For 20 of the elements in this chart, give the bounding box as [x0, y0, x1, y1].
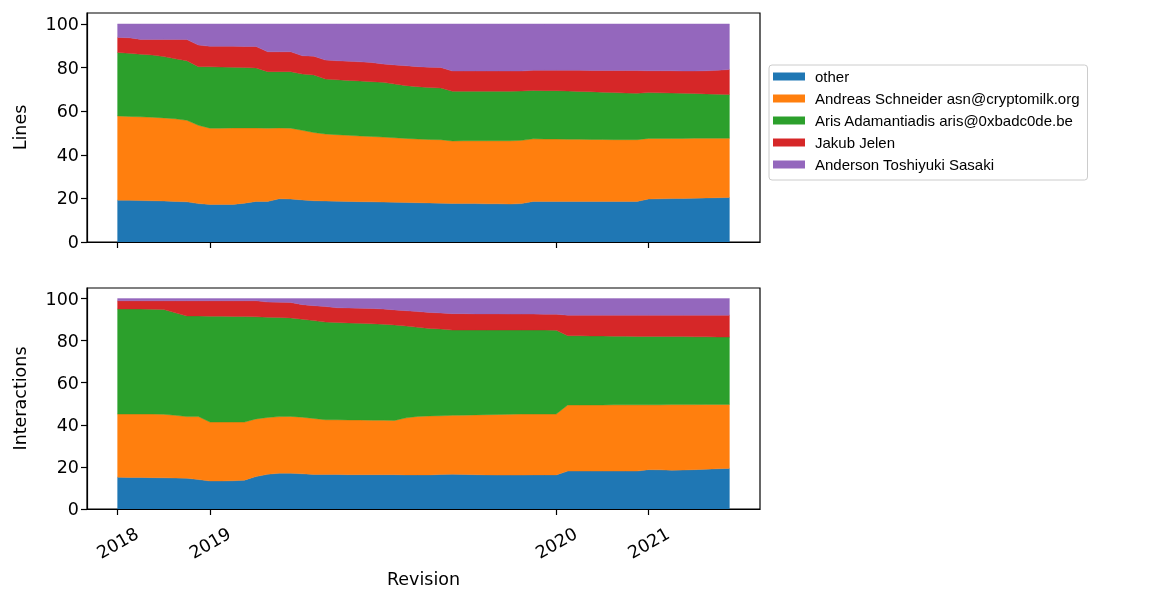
y-axis-title: Interactions: [10, 346, 30, 451]
y-tick-label: 0: [67, 232, 79, 252]
y-tick-label: 40: [56, 414, 79, 435]
y-tick-label: 20: [56, 456, 79, 477]
y-tick-label: 60: [56, 101, 79, 122]
y-tick-label: 40: [56, 144, 79, 165]
y-tick-label: 100: [45, 13, 79, 34]
legend-label: Jakub Jelen: [815, 134, 896, 151]
y-tick-label: 100: [45, 288, 79, 309]
y-tick-label: 80: [56, 330, 79, 351]
y-tick-label: 20: [56, 188, 79, 209]
y-tick-label: 60: [56, 372, 79, 393]
legend-label: Andreas Schneider asn@cryptomilk.org: [815, 90, 1080, 107]
x-axis-title: Revision: [386, 569, 461, 589]
y-tick-label: 80: [56, 57, 79, 78]
y-axis-title: Lines: [10, 104, 30, 151]
legend-label: Aris Adamantiadis aris@0xbadc0de.be: [815, 112, 1073, 129]
legend-label: other: [815, 68, 850, 85]
y-tick-label: 0: [67, 499, 79, 519]
legend-label: Anderson Toshiyuki Sasaki: [815, 156, 994, 173]
